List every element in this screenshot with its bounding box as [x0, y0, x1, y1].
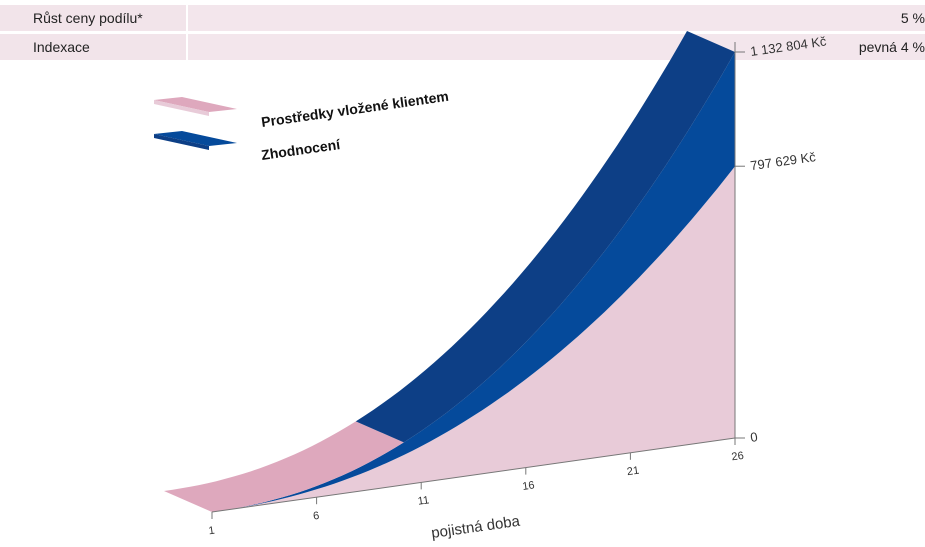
y-tick-label: 0 — [749, 429, 758, 445]
chart-surfaces — [164, 31, 735, 512]
parameter-table: Růst ceny podílu* 5 % Indexace pevná 4 % — [0, 5, 925, 63]
x-tick-label: 26 — [731, 450, 745, 464]
x-tick-label: 11 — [417, 494, 430, 507]
chart-legend: Prostředky vložené klientem Zhodnocení — [154, 88, 450, 163]
param-row-rust-ceny: Růst ceny podílu* 5 % — [0, 5, 925, 31]
legend-swatch-invested-top — [154, 97, 237, 112]
legend-swatch-invested-side — [154, 100, 209, 116]
x-tick-label: 6 — [312, 510, 320, 523]
param-value: 5 % — [188, 5, 925, 31]
growth-area — [212, 52, 735, 512]
y-tick-label: 1 132 804 Kč — [749, 33, 827, 59]
param-separator — [186, 5, 188, 31]
y-tick-label: 797 629 Kč — [749, 149, 817, 173]
invested-top-ribbon — [164, 421, 404, 512]
x-axis-line — [211, 437, 736, 513]
param-separator — [186, 34, 188, 60]
invested-area — [212, 166, 735, 512]
x-tick-label: 21 — [626, 465, 640, 479]
param-label: Růst ceny podílu* — [0, 5, 186, 31]
legend-swatch-growth-top — [154, 131, 237, 146]
param-row-indexace: Indexace pevná 4 % — [0, 34, 925, 60]
legend-swatch-growth-side — [154, 134, 209, 150]
x-axis-label: pojistná doba — [430, 513, 521, 542]
growth-top-ribbon — [355, 31, 735, 443]
param-value: pevná 4 % — [188, 34, 925, 60]
x-tick-label: 16 — [522, 479, 536, 493]
legend-label-invested: Prostředky vložené klientem — [260, 88, 449, 130]
x-tick-label: 1 — [208, 525, 216, 538]
legend-label-growth: Zhodnocení — [260, 136, 342, 163]
param-label: Indexace — [0, 34, 186, 60]
